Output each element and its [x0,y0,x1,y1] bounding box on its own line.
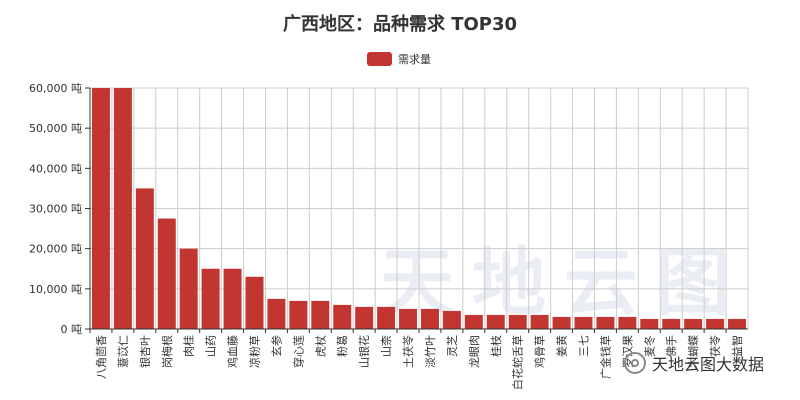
x-tick-label: 银杏叶 [138,335,152,368]
bar [442,310,461,329]
bar [530,314,549,329]
bar [267,298,286,329]
chart-title: 广西地区：品种需求 TOP30 [282,14,518,35]
bar [706,318,725,329]
x-tick-label: 茯苓 [708,335,722,357]
y-tick-label: 20,000 吨 [29,243,82,256]
x-tick-label: 鸡骨草 [533,335,547,368]
y-tick-label: 40,000 吨 [29,162,82,175]
bar [486,314,505,329]
x-tick-label: 山药 [205,335,218,357]
x-tick-label: 白花蛇舌草 [511,335,525,390]
legend-label: 需求量 [398,53,431,66]
y-tick-label: 10,000 吨 [29,283,82,296]
x-tick-label: 鸡血藤 [226,335,240,368]
x-tick-label: 玄参 [269,335,283,357]
bar [355,306,374,329]
x-tick-label: 虎杖 [313,335,327,357]
x-tick-label: 薏苡仁 [116,335,130,368]
x-tick-label: 灵芝 [446,335,459,357]
bar [618,316,637,329]
x-tick-label: 八角茴香 [95,335,108,379]
bar [377,306,396,329]
x-tick-label: 山柰 [379,335,393,357]
x-tick-label: 麦冬 [642,335,656,357]
wechat-icon [624,352,646,374]
x-tick-label: 广金钱草 [598,335,612,379]
x-tick-label: 岗梅根 [160,335,174,368]
bar [113,88,132,329]
bar [201,268,220,329]
x-tick-label: 桂枝 [489,335,503,357]
brand-badge: 天地云图大数据 [624,351,764,375]
bar [420,308,439,329]
bar [662,318,681,329]
x-tick-label: 凉粉草 [248,335,262,368]
y-tick-label: 50,000 吨 [29,122,82,135]
x-tick-label: 三七 [578,335,591,357]
bar [333,304,352,329]
bar [574,316,593,329]
bar [728,318,747,329]
legend-swatch [367,52,392,66]
bar [289,300,308,329]
x-tick-label: 姜黄 [555,335,569,357]
y-tick-label: 0 吨 [61,323,83,336]
x-tick-label: 肉桂 [182,335,196,357]
x-tick-label: 淡竹叶 [423,335,437,368]
legend[interactable]: 需求量 [367,51,431,67]
x-tick-label: 木蝴蝶 [686,335,700,368]
bar [508,314,527,329]
bar [552,316,571,329]
bar [245,276,264,329]
bar [684,318,703,329]
x-tick-label: 粉葛 [336,335,349,357]
x-tick-label: 益智 [730,335,744,357]
bar [157,218,176,329]
y-tick-label: 30,000 吨 [29,203,82,216]
x-tick-label: 龙眼肉 [468,335,481,368]
x-tick-label: 佛手 [664,335,678,357]
x-tick-label: 山银花 [357,335,371,368]
bar [179,248,198,329]
bar [596,316,615,329]
bar [135,188,154,329]
bar [464,314,483,329]
bar [91,88,110,329]
x-tick-label: 土茯苓 [401,335,415,368]
bar [311,300,330,329]
x-tick-label: 穿心莲 [291,335,305,368]
y-tick-label: 60,000 吨 [29,82,82,95]
bar [223,268,242,329]
bar [640,318,659,329]
bar [399,308,418,329]
brand-text: 天地云图大数据 [652,355,765,374]
